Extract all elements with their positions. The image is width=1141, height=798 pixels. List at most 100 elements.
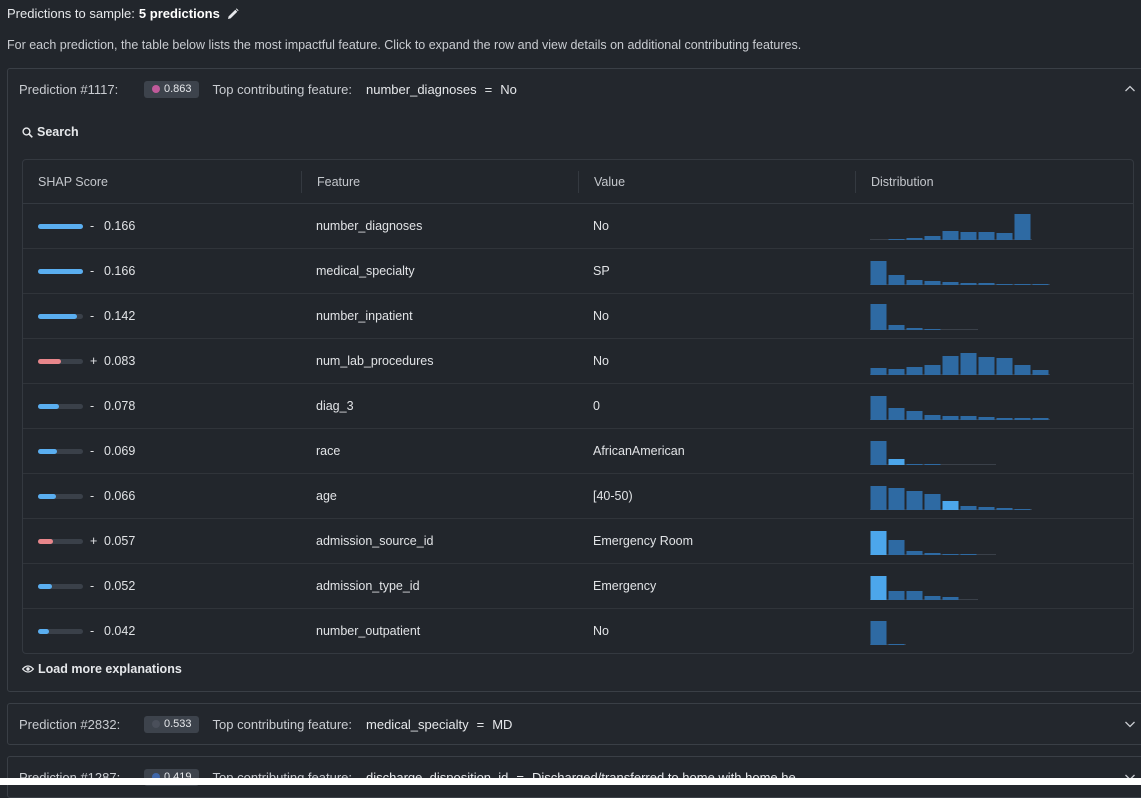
prediction-header[interactable]: Prediction #1287: 0.419 Top contributing…: [8, 757, 1141, 797]
shap-score-cell: -0.166: [23, 204, 301, 248]
col-distribution[interactable]: Distribution: [855, 170, 1133, 193]
histogram-bin: [942, 356, 959, 375]
distribution-histogram: [870, 261, 1050, 285]
distribution-histogram: [870, 621, 906, 645]
value-cell: 0: [593, 399, 600, 413]
shap-score-cell: -0.078: [23, 384, 301, 428]
shap-score: 0.166: [104, 219, 136, 233]
feature-cell: number_inpatient: [316, 309, 413, 323]
table-row[interactable]: -0.066 age [40-50): [23, 474, 1133, 519]
prediction-id: Prediction #2832:: [19, 716, 121, 732]
prediction-card-2832: Prediction #2832: 0.533 Top contributing…: [7, 703, 1141, 745]
col-value[interactable]: Value: [578, 170, 855, 193]
shap-score-cell: -0.069: [23, 429, 301, 473]
shap-score: 0.052: [104, 579, 136, 593]
table-row[interactable]: -0.078 diag_3 0: [23, 384, 1133, 429]
pencil-icon[interactable]: [227, 7, 239, 20]
top-feature-value: No: [500, 81, 517, 97]
top-feature-label: Top contributing feature:: [212, 81, 353, 97]
shap-bar: [38, 358, 83, 364]
histogram-bin: [870, 368, 887, 375]
feature-cell: number_outpatient: [316, 624, 421, 638]
table-row[interactable]: -0.142 number_inpatient No: [23, 294, 1133, 339]
value-cell: SP: [593, 264, 610, 278]
shap-score: 0.142: [104, 309, 136, 323]
value-cell: [40-50): [593, 489, 633, 503]
value-cell: No: [593, 624, 609, 638]
histogram-bin: [924, 494, 941, 510]
chevron-up-icon[interactable]: [1124, 83, 1136, 95]
load-more-button[interactable]: Load more explanations: [22, 662, 182, 676]
shap-table: SHAP Score Feature Value Distribution -0…: [22, 159, 1134, 654]
shap-score: 0.069: [104, 444, 136, 458]
table-row[interactable]: -0.042 number_outpatient No: [23, 609, 1133, 653]
shap-score-cell: -0.066: [23, 474, 301, 518]
table-row[interactable]: +0.057 admission_source_id Emergency Room: [23, 519, 1133, 564]
histogram-bin: [924, 281, 941, 285]
feature-cell: age: [316, 489, 337, 503]
prediction-score-badge: 0.863: [144, 80, 199, 98]
histogram-bin: [924, 464, 941, 465]
load-more-label: Load more explanations: [38, 662, 182, 676]
shap-bar-fill: [38, 403, 60, 409]
histogram-bin: [906, 491, 923, 510]
histogram-bin: [870, 396, 887, 420]
search-button[interactable]: Search: [22, 125, 79, 139]
shap-bar: [38, 583, 83, 589]
histogram-bin: [870, 576, 887, 600]
shap-sign: -: [90, 624, 95, 638]
top-feature-value: MD: [492, 716, 513, 732]
histogram-bin: [906, 367, 923, 375]
shap-bar-fill: [38, 493, 56, 499]
histogram-bin: [888, 644, 905, 645]
table-body: -0.166 number_diagnoses No -0.166 medical_sp…: [23, 204, 1133, 653]
prediction-id: Prediction #1117:: [19, 81, 119, 97]
distribution-cell: [855, 204, 1133, 248]
feature-cell: medical_specialty: [316, 264, 415, 278]
histogram-bin: [978, 507, 995, 510]
distribution-histogram: [870, 441, 996, 465]
prediction-score: 0.863: [164, 83, 192, 95]
shap-score: 0.166: [104, 264, 136, 278]
shap-bar-fill: [38, 583, 52, 589]
distribution-cell: [855, 429, 1133, 473]
table-row[interactable]: -0.166 number_diagnoses No: [23, 204, 1133, 249]
histogram-bin: [888, 369, 905, 375]
histogram-bin: [870, 304, 887, 330]
score-dot: [152, 85, 160, 93]
histogram-bin: [960, 283, 977, 285]
table-row[interactable]: -0.069 race AfricanAmerican: [23, 429, 1133, 474]
shap-sign: -: [90, 399, 95, 413]
histogram-bin: [924, 596, 941, 600]
histogram-bin: [906, 591, 923, 600]
score-dot: [152, 720, 160, 728]
table-row[interactable]: -0.052 admission_type_id Emergency: [23, 564, 1133, 609]
histogram-bin: [924, 329, 941, 330]
distribution-cell: [855, 474, 1133, 518]
chevron-down-icon[interactable]: [1124, 718, 1136, 730]
torn-edge: [0, 778, 1141, 785]
top-feature-name: number_diagnoses: [366, 81, 477, 97]
shap-bar: [38, 313, 83, 319]
prediction-header[interactable]: Prediction #2832: 0.533 Top contributing…: [8, 704, 1141, 744]
shap-sign: -: [90, 444, 95, 458]
table-header: SHAP Score Feature Value Distribution: [23, 160, 1133, 204]
shap-bar-fill: [38, 268, 83, 274]
distribution-cell: [855, 564, 1133, 608]
distribution-cell: [855, 249, 1133, 293]
distribution-histogram: [870, 576, 978, 600]
table-row[interactable]: +0.083 num_lab_procedures No: [23, 339, 1133, 384]
histogram-bin: [888, 408, 905, 420]
prediction-header[interactable]: Prediction #1117: 0.863 Top contributing…: [8, 69, 1141, 109]
table-row[interactable]: -0.166 medical_specialty SP: [23, 249, 1133, 294]
equals-sign: =: [484, 81, 493, 97]
prediction-score-badge: 0.533: [144, 715, 199, 733]
predictions-count: 5 predictions: [138, 6, 220, 21]
col-shap-score[interactable]: SHAP Score: [38, 174, 108, 189]
histogram-bin: [942, 282, 959, 285]
distribution-cell: [855, 339, 1133, 383]
col-feature[interactable]: Feature: [301, 170, 578, 193]
top-feature-name: medical_specialty: [366, 716, 469, 732]
histogram-bin: [924, 365, 941, 375]
shap-bar: [38, 493, 83, 499]
